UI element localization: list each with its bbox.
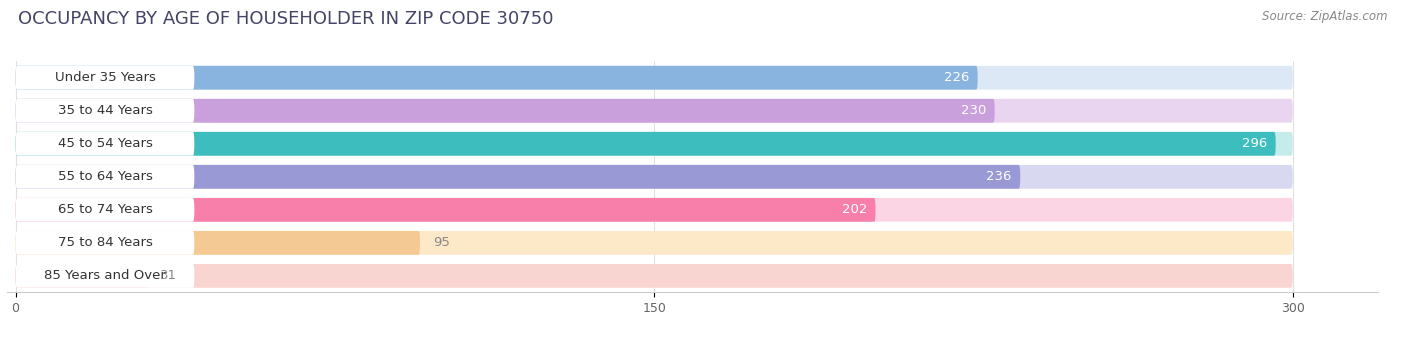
FancyBboxPatch shape (15, 165, 194, 189)
FancyBboxPatch shape (15, 66, 977, 90)
Text: 35 to 44 Years: 35 to 44 Years (58, 104, 152, 117)
FancyBboxPatch shape (15, 165, 1021, 189)
FancyBboxPatch shape (15, 99, 194, 123)
Text: 226: 226 (943, 71, 969, 84)
FancyBboxPatch shape (15, 132, 1275, 156)
FancyBboxPatch shape (15, 198, 1292, 222)
Text: 45 to 54 Years: 45 to 54 Years (58, 137, 152, 150)
FancyBboxPatch shape (15, 198, 876, 222)
Text: 55 to 64 Years: 55 to 64 Years (58, 170, 152, 183)
Text: 75 to 84 Years: 75 to 84 Years (58, 236, 152, 249)
Text: 85 Years and Over: 85 Years and Over (44, 269, 166, 283)
Text: 31: 31 (160, 269, 177, 283)
FancyBboxPatch shape (15, 132, 1292, 156)
Text: 236: 236 (987, 170, 1012, 183)
FancyBboxPatch shape (15, 231, 420, 255)
FancyBboxPatch shape (15, 231, 1292, 255)
Text: 202: 202 (842, 203, 868, 216)
FancyBboxPatch shape (15, 99, 1292, 123)
FancyBboxPatch shape (15, 132, 194, 156)
FancyBboxPatch shape (15, 264, 1292, 288)
FancyBboxPatch shape (15, 99, 994, 123)
FancyBboxPatch shape (15, 66, 1292, 90)
FancyBboxPatch shape (15, 231, 194, 255)
Text: Under 35 Years: Under 35 Years (55, 71, 156, 84)
Text: 296: 296 (1241, 137, 1267, 150)
Text: 95: 95 (433, 236, 450, 249)
Text: Source: ZipAtlas.com: Source: ZipAtlas.com (1263, 10, 1388, 23)
Text: OCCUPANCY BY AGE OF HOUSEHOLDER IN ZIP CODE 30750: OCCUPANCY BY AGE OF HOUSEHOLDER IN ZIP C… (18, 10, 554, 28)
FancyBboxPatch shape (15, 165, 1292, 189)
FancyBboxPatch shape (15, 66, 194, 90)
FancyBboxPatch shape (15, 198, 194, 222)
Text: 230: 230 (960, 104, 986, 117)
Text: 65 to 74 Years: 65 to 74 Years (58, 203, 152, 216)
FancyBboxPatch shape (15, 264, 194, 288)
FancyBboxPatch shape (15, 264, 148, 288)
